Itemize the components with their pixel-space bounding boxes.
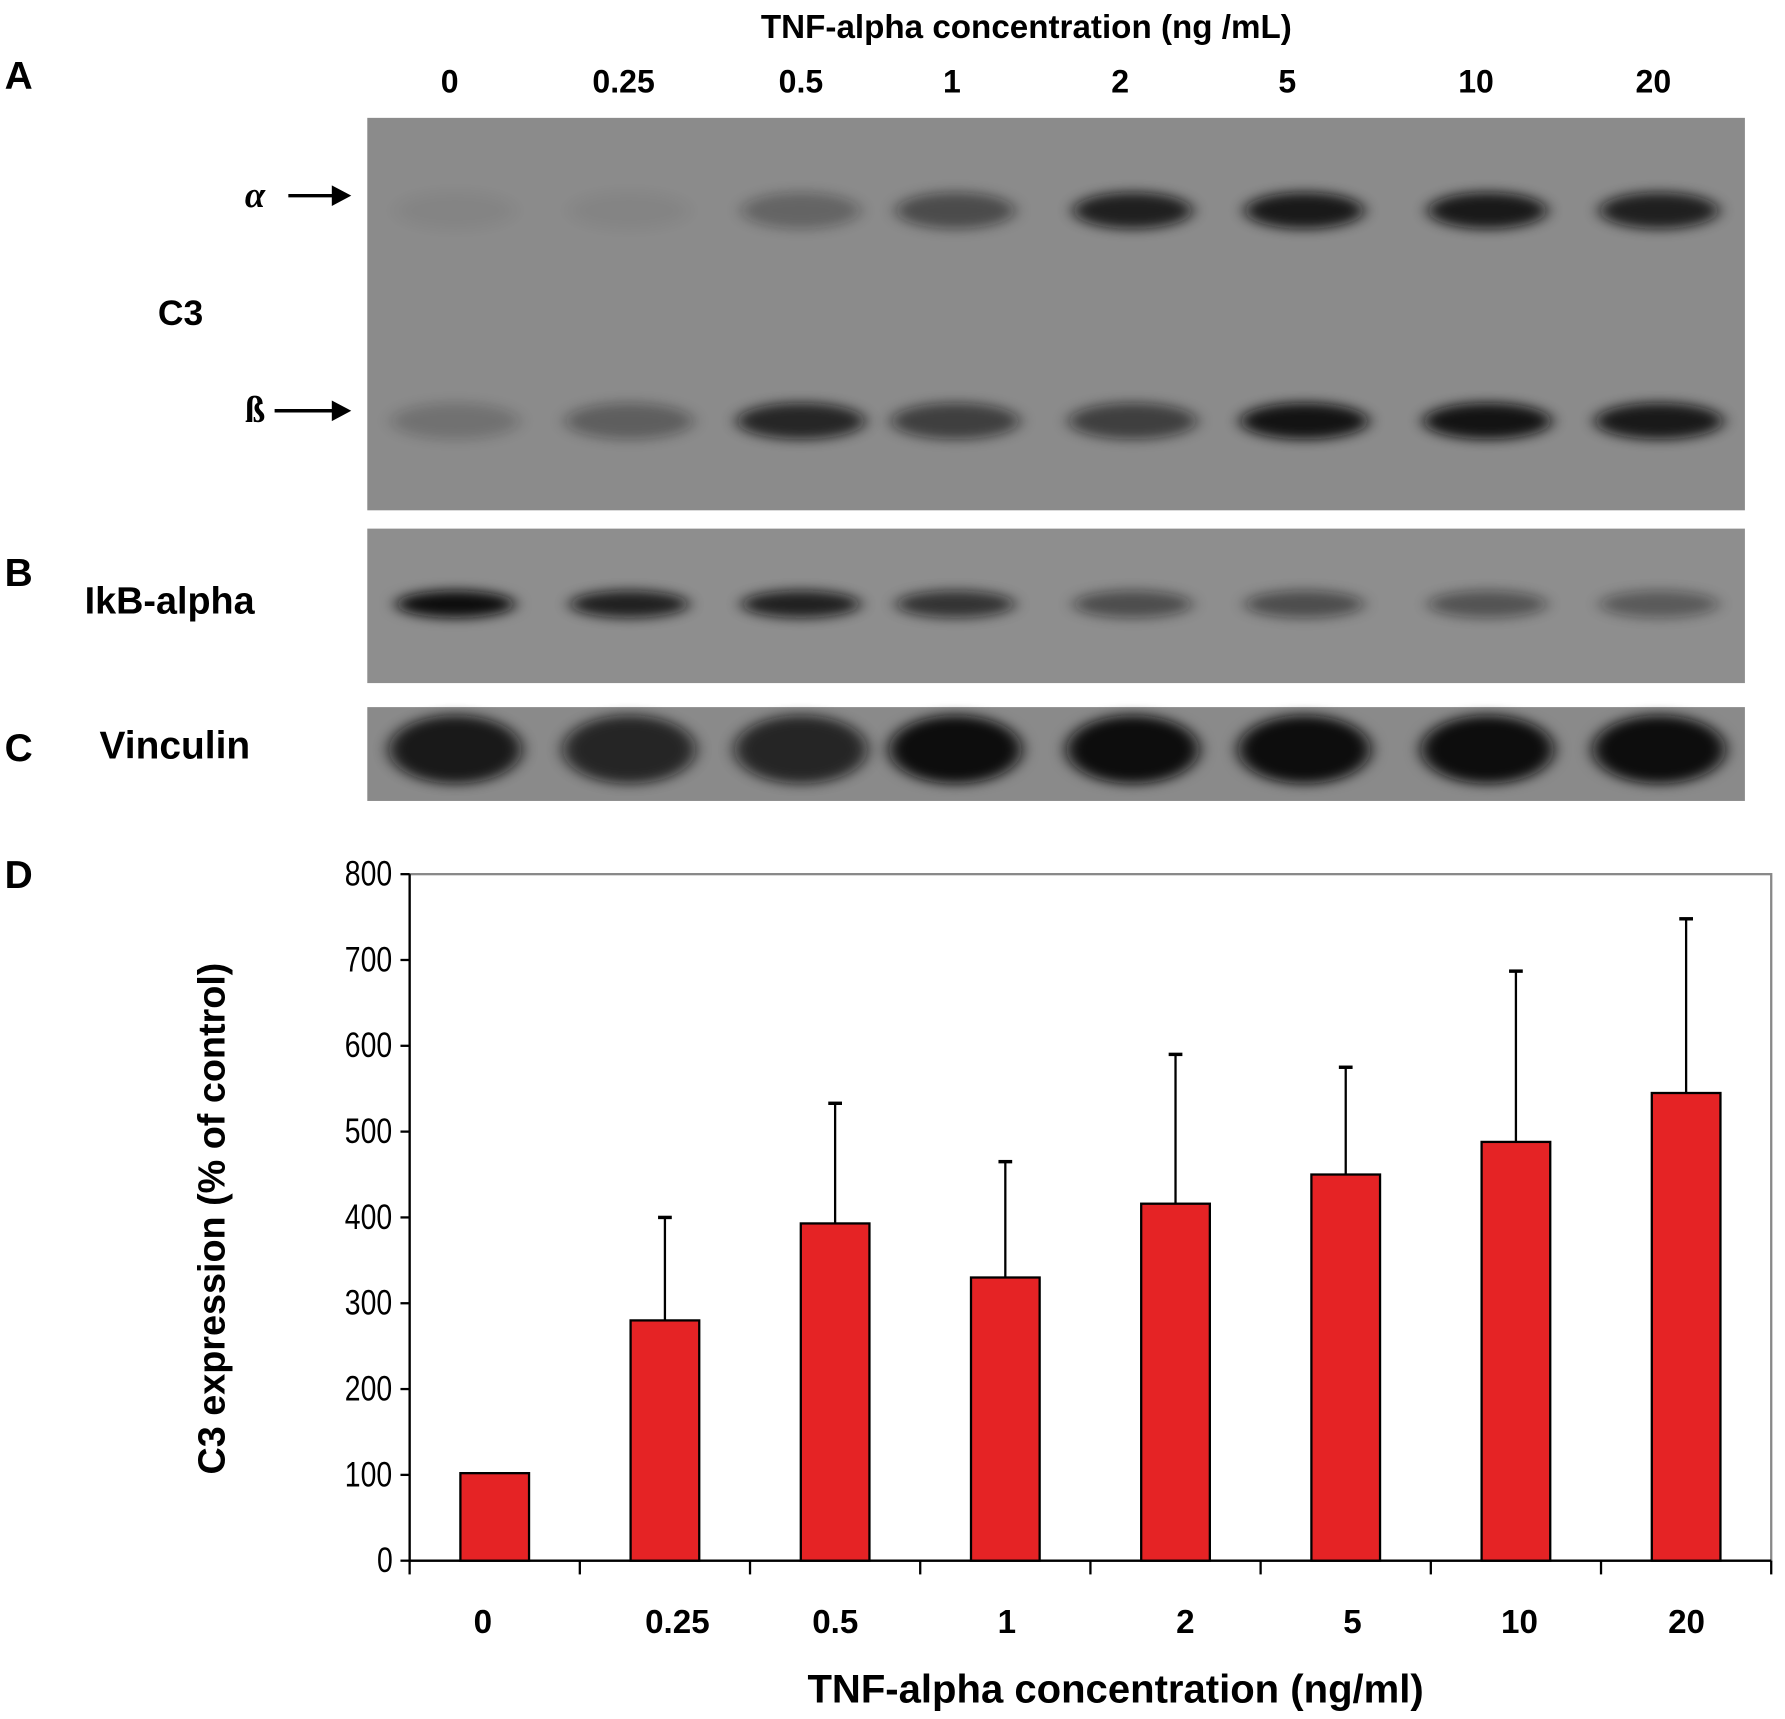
bar — [969, 1276, 1041, 1562]
ikb-alpha-band — [569, 590, 689, 618]
c3-beta-band — [891, 402, 1020, 440]
y-tick-label: 500 — [345, 1111, 393, 1152]
c3-beta-band — [565, 402, 694, 440]
bar — [799, 1222, 871, 1562]
panel-letter-b: B — [4, 551, 33, 595]
x-axis-label: TNF-alpha concentration (ng/ml) — [807, 1667, 1424, 1712]
bar — [459, 1472, 531, 1562]
c3-alpha-band — [1244, 192, 1364, 229]
ikb-alpha-band — [1427, 590, 1547, 618]
ikb-alpha-band — [1599, 590, 1719, 618]
c3-beta-band — [1240, 402, 1369, 440]
vinculin-band — [1421, 715, 1554, 784]
y-tick-label: 100 — [345, 1454, 393, 1495]
panel-letter-d: D — [4, 853, 33, 898]
ikb-alpha-band — [1073, 590, 1193, 618]
y-tick-label: 600 — [345, 1025, 393, 1066]
lane-label: 0 — [440, 64, 459, 100]
x-tick-label: 5 — [1343, 1604, 1362, 1641]
ikb-alpha-label: IkB-alpha — [84, 578, 255, 622]
x-tick-label: 0.25 — [645, 1604, 710, 1641]
bar — [1310, 1173, 1382, 1562]
vinculin-band — [1066, 715, 1200, 784]
vinculin-band — [889, 715, 1022, 784]
vinculin-label: Vinculin — [99, 724, 251, 768]
c3-alpha-band — [569, 192, 689, 229]
y-tick-label: 200 — [345, 1368, 393, 1409]
lane-label: 20 — [1635, 64, 1672, 100]
y-tick-label: 0 — [376, 1540, 393, 1581]
panel-letter-c: C — [4, 726, 33, 771]
c3-alpha-band — [1073, 192, 1193, 229]
c3-beta-band — [1423, 402, 1552, 440]
c3-alpha-band — [395, 192, 515, 229]
lane-label: 0.25 — [592, 64, 655, 100]
vinculin-band — [1592, 715, 1726, 784]
c3-beta-band — [736, 402, 866, 440]
western-blots — [274, 117, 1745, 801]
lane-label: 2 — [1111, 64, 1130, 100]
bar — [1480, 1140, 1552, 1562]
beta-band-label: ß — [244, 389, 266, 431]
c3-alpha-band — [895, 192, 1015, 229]
lane-label: 5 — [1278, 64, 1297, 100]
ikb-alpha-band — [395, 590, 515, 618]
alpha-band-label: α — [244, 173, 266, 216]
c3-alpha-band — [741, 192, 861, 229]
c3-alpha-band — [1599, 192, 1719, 229]
x-tick-label: 1 — [997, 1604, 1017, 1641]
alpha-arrow — [288, 185, 352, 206]
bar — [1650, 1091, 1722, 1562]
y-tick-label: 400 — [345, 1196, 393, 1237]
beta-arrow — [274, 400, 352, 422]
c3-alpha-band — [1427, 192, 1547, 229]
ikb-alpha-band — [895, 590, 1015, 618]
x-tick-label: 0.5 — [812, 1604, 859, 1641]
x-tick-label: 0 — [473, 1604, 493, 1641]
lane-label: 10 — [1458, 64, 1494, 100]
x-tick-label: 20 — [1668, 1604, 1706, 1641]
lane-label: 0.5 — [778, 64, 824, 100]
x-tick-label: 2 — [1176, 1604, 1195, 1641]
y-tick-label: 800 — [345, 853, 393, 894]
blot-c3 — [367, 117, 1745, 511]
vinculin-band — [1238, 715, 1371, 784]
vinculin-band — [734, 715, 868, 784]
y-tick-label: 700 — [345, 939, 393, 980]
ikb-alpha-band — [1244, 590, 1364, 618]
c3-beta-band — [391, 402, 520, 440]
bar — [629, 1319, 701, 1562]
x-tick-label: 10 — [1501, 1604, 1538, 1641]
vinculin-band — [389, 715, 522, 784]
plot-frame — [408, 873, 1773, 1562]
panel-letter-a: A — [4, 54, 33, 99]
c3-beta-band — [1595, 402, 1724, 440]
vinculin-band — [562, 715, 696, 784]
ikb-alpha-band — [741, 590, 861, 618]
c3-label: C3 — [157, 292, 204, 333]
blot-header: TNF-alpha concentration (ng /mL) — [760, 9, 1292, 46]
y-tick-label: 300 — [345, 1282, 393, 1323]
bar — [1140, 1202, 1211, 1562]
c3-beta-band — [1068, 402, 1197, 440]
lane-label: 1 — [943, 64, 961, 100]
